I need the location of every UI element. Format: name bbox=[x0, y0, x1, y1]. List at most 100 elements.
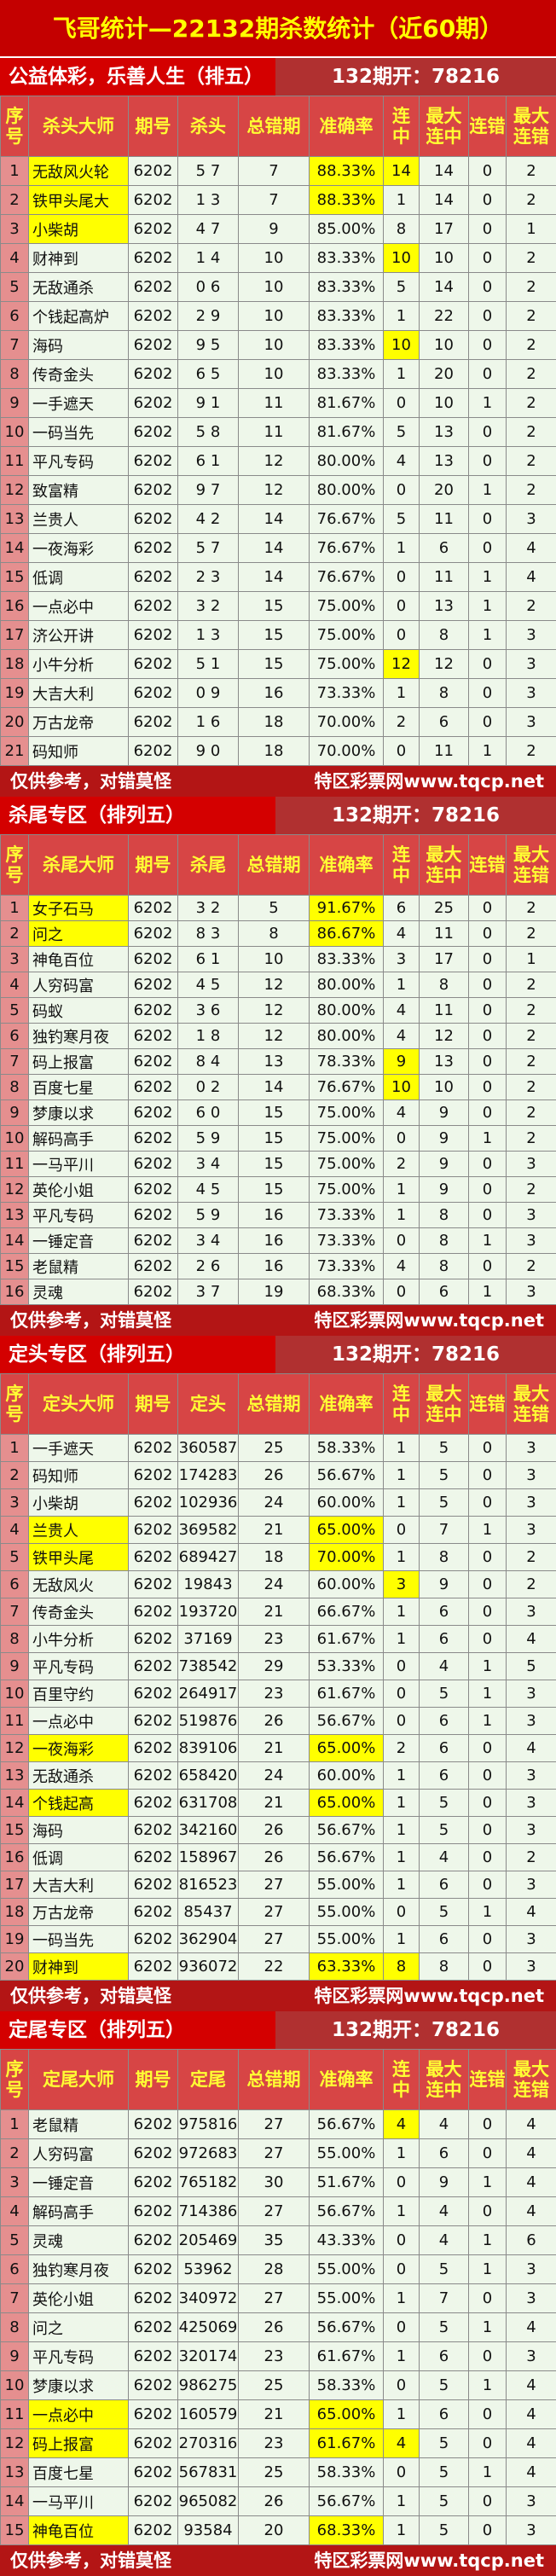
cell: 1 bbox=[468, 2370, 507, 2400]
expert-name: 一夜海彩 bbox=[28, 533, 129, 563]
row-number: 2 bbox=[0, 920, 29, 947]
data-row: 4 解码高手 6202 714386 27 56.67% 1 4 0 4 bbox=[0, 2196, 556, 2226]
cell: 8 bbox=[419, 1202, 469, 1228]
header-row: 序号 定头大师 期号 定头 总错期 准确率 连中 最大连中 连错 最大连错 bbox=[0, 1373, 556, 1435]
row-number: 1 bbox=[0, 156, 29, 186]
cell: 1 bbox=[468, 2167, 507, 2197]
cell: 9 7 bbox=[177, 475, 239, 505]
row-number: 12 bbox=[0, 1734, 29, 1762]
cell: 10 bbox=[419, 388, 469, 418]
cell: 0 bbox=[468, 214, 507, 244]
cell: 58.33% bbox=[309, 2457, 384, 2487]
cell: 0 bbox=[468, 185, 507, 215]
row-number: 1 bbox=[0, 895, 29, 921]
cell: 6 bbox=[419, 1871, 469, 1899]
section-heading: 定尾专区（排列五） bbox=[0, 2011, 275, 2049]
site-name: 特区彩票网www.tqcp.net bbox=[314, 1310, 544, 1331]
cell: 425069 bbox=[177, 2312, 239, 2342]
cell: 6202 bbox=[128, 156, 178, 186]
cell: 270316 bbox=[177, 2428, 239, 2458]
cell: 3 2 bbox=[177, 895, 239, 921]
data-row: 12 码上报富 6202 270316 23 61.67% 4 5 0 4 bbox=[0, 2428, 556, 2458]
row-number: 14 bbox=[0, 1789, 29, 1817]
cell: 0 bbox=[468, 272, 507, 302]
data-row: 4 人穷码富 6202 4 5 12 80.00% 1 8 0 2 bbox=[0, 972, 556, 998]
cell: 65.00% bbox=[309, 1516, 384, 1544]
cell: 60.00% bbox=[309, 1761, 384, 1790]
cell: 0 bbox=[468, 1202, 507, 1228]
expert-name: 平凡专码 bbox=[28, 1202, 129, 1228]
data-row: 16 一点必中 6202 3 2 15 75.00% 0 13 1 2 bbox=[0, 591, 556, 621]
cell: 2 6 bbox=[177, 1253, 239, 1279]
cell: 5 bbox=[419, 2457, 469, 2487]
cell: 51.67% bbox=[309, 2167, 384, 2197]
cell: 14 bbox=[383, 156, 420, 186]
cell: 1 bbox=[383, 678, 420, 708]
section-heading: 杀尾专区（排列五） bbox=[0, 797, 275, 834]
cell: 3 bbox=[506, 1925, 556, 1953]
table-head: 序号 定尾大师 期号 定尾 总错期 准确率 连中 最大连中 连错 最大连错 bbox=[0, 2049, 556, 2110]
row-number: 4 bbox=[0, 972, 29, 998]
cell: 15 bbox=[238, 1151, 310, 1177]
cell: 6202 bbox=[128, 972, 178, 998]
expert-name: 平凡专码 bbox=[28, 446, 129, 476]
cell: 85.00% bbox=[309, 214, 384, 244]
cell: 6202 bbox=[128, 214, 178, 244]
cell: 0 bbox=[468, 1816, 507, 1844]
cell: 6202 bbox=[128, 895, 178, 921]
cell: 2 bbox=[506, 1048, 556, 1075]
cell: 55.00% bbox=[309, 1925, 384, 1953]
data-row: 6 独钓寒月夜 6202 1 8 12 80.00% 4 12 0 2 bbox=[0, 1023, 556, 1049]
cell: 83.33% bbox=[309, 301, 384, 331]
data-row: 7 海码 6202 9 5 10 83.33% 10 10 0 2 bbox=[0, 330, 556, 360]
section-footer: 仅供参考，对错莫怪 特区彩票网www.tqcp.net bbox=[0, 1305, 556, 1336]
cell: 0 9 bbox=[177, 678, 239, 708]
cell: 6202 bbox=[128, 1734, 178, 1762]
cell: 6202 bbox=[128, 388, 178, 418]
cell: 4 bbox=[419, 2196, 469, 2226]
cell: 66.67% bbox=[309, 1598, 384, 1626]
cell: 0 bbox=[383, 2370, 420, 2400]
data-row: 17 大吉大利 6202 816523 27 55.00% 1 6 0 3 bbox=[0, 1871, 556, 1899]
cell: 1 3 bbox=[177, 620, 239, 650]
row-number: 11 bbox=[0, 2399, 29, 2429]
cell: 1 bbox=[468, 1125, 507, 1152]
row-number: 15 bbox=[0, 1253, 29, 1279]
section-header: 定尾专区（排列五） 132期开：78216 bbox=[0, 2011, 556, 2049]
cell: 18 bbox=[238, 736, 310, 766]
cell: 13 bbox=[419, 417, 469, 447]
cell: 88.33% bbox=[309, 156, 384, 186]
cell: 68.33% bbox=[309, 1279, 384, 1305]
cell: 2 bbox=[506, 972, 556, 998]
cell: 80.00% bbox=[309, 997, 384, 1024]
expert-name: 传奇金头 bbox=[28, 359, 129, 389]
cell: 1 bbox=[506, 214, 556, 244]
cell: 56.67% bbox=[309, 2109, 384, 2139]
cell: 14 bbox=[238, 562, 310, 592]
cell: 1 bbox=[468, 562, 507, 592]
cell: 5 bbox=[419, 1461, 469, 1489]
cell: 5 9 bbox=[177, 1125, 239, 1152]
cell: 6 0 bbox=[177, 1099, 239, 1126]
expert-name: 个钱起高炉 bbox=[28, 301, 129, 331]
data-row: 1 一手遮天 6202 360587 25 58.33% 1 5 0 3 bbox=[0, 1434, 556, 1462]
cell: 6 bbox=[419, 1625, 469, 1653]
cell: 3 4 bbox=[177, 1227, 239, 1254]
cell: 2 bbox=[506, 1570, 556, 1598]
site-name: 特区彩票网www.tqcp.net bbox=[314, 1986, 544, 2006]
cell: 0 bbox=[468, 417, 507, 447]
row-number: 10 bbox=[0, 417, 29, 447]
expert-name: 神龟百位 bbox=[28, 2515, 129, 2545]
cell: 6202 bbox=[128, 1570, 178, 1598]
cell: 5 bbox=[419, 1488, 469, 1517]
row-number: 12 bbox=[0, 475, 29, 505]
cell: 37169 bbox=[177, 1625, 239, 1653]
expert-name: 低调 bbox=[28, 1843, 129, 1871]
cell: 0 bbox=[468, 895, 507, 921]
cell: 63.33% bbox=[309, 1952, 384, 1981]
cell: 13 bbox=[419, 1048, 469, 1075]
column-header: 序号 bbox=[0, 96, 29, 157]
column-header: 序号 bbox=[0, 834, 29, 896]
cell: 4 bbox=[506, 2138, 556, 2168]
